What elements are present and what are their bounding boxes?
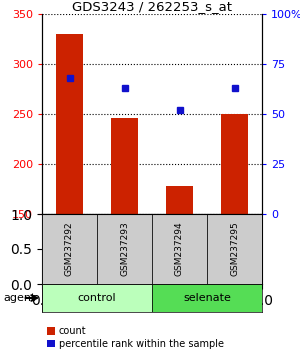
Text: selenate: selenate [183, 293, 231, 303]
Bar [221, 114, 248, 214]
Bar [111, 118, 138, 214]
Legend: count, percentile rank within the sample: count, percentile rank within the sample [47, 326, 224, 349]
Text: GSM237295: GSM237295 [230, 222, 239, 276]
Title: GDS3243 / 262253_s_at: GDS3243 / 262253_s_at [72, 0, 232, 13]
Bar [152, 284, 262, 312]
Bar [42, 214, 97, 284]
Bar [207, 214, 262, 284]
Text: GSM237294: GSM237294 [175, 222, 184, 276]
Bar [97, 214, 152, 284]
Text: GSM237293: GSM237293 [120, 222, 129, 276]
Text: control: control [78, 293, 116, 303]
Bar [56, 34, 83, 214]
Bar [42, 284, 152, 312]
Text: GSM237292: GSM237292 [65, 222, 74, 276]
Text: agent: agent [3, 293, 35, 303]
Bar [152, 214, 207, 284]
Bar [166, 186, 193, 214]
